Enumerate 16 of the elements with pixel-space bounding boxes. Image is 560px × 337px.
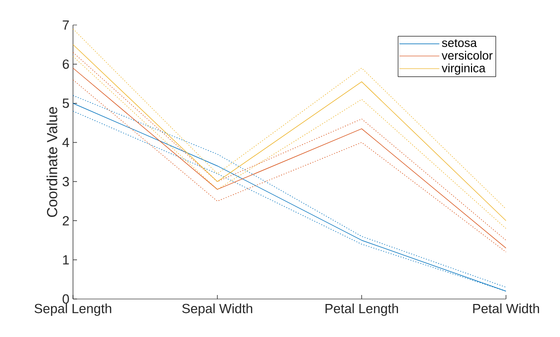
y-tick-label: 2 [62,216,69,226]
y-axis-title: Coordinate Value [46,107,58,217]
x-tick-label: Sepal Length [34,304,112,316]
y-tick-label: 7 [62,20,69,30]
legend-label: virginica [442,64,486,75]
y-tick-label: 0 [62,294,69,304]
y-tick-label: 1 [63,255,69,264]
y-tick-label: 3 [62,176,69,186]
legend-label: versicolor [442,50,493,60]
y-tick-label: 5 [62,98,69,108]
x-tick-label: Petal Width [473,304,540,314]
x-tick-label: Sepal Width [182,304,252,316]
legend-label: setosa [442,39,477,48]
y-tick-label: 4 [62,138,70,147]
y-tick-label: 6 [62,59,69,69]
x-tick-label: Petal Length [326,304,398,316]
